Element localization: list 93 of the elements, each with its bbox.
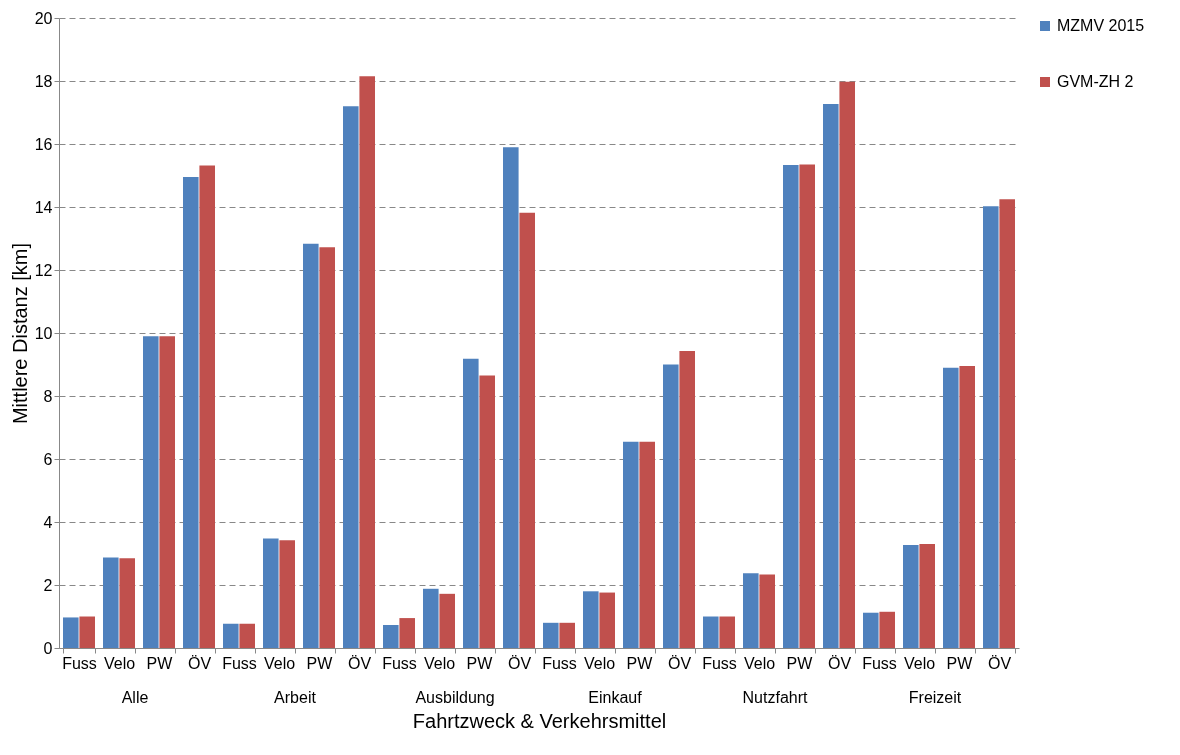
x-tick-label: PW (146, 654, 174, 672)
bar (79, 616, 95, 648)
x-tick-label: ÖV (187, 654, 212, 672)
x-tick-label: ÖV (987, 654, 1012, 672)
bar (679, 350, 695, 648)
x-tick-label: Fuss (702, 654, 737, 672)
x-tick-label: Velo (263, 654, 296, 672)
bar (479, 375, 495, 648)
text: Freizeit (908, 689, 962, 706)
bar (199, 165, 215, 648)
bar (839, 81, 855, 648)
x-tick-label: Velo (743, 654, 776, 672)
bar (463, 358, 479, 648)
bar (943, 367, 959, 648)
bar (343, 106, 359, 648)
bar (863, 612, 879, 648)
bar (799, 164, 815, 648)
y-tick-label: 14 (34, 198, 53, 216)
bar (719, 616, 735, 648)
bar (983, 206, 999, 648)
bar (623, 441, 639, 648)
y-tick-label: 20 (34, 9, 53, 27)
bar (399, 618, 415, 648)
bar (319, 247, 335, 648)
y-tick-label: 10 (34, 324, 53, 342)
x-tick-label: PW (466, 654, 494, 672)
bar (879, 611, 895, 648)
bar (263, 538, 279, 648)
x-tick-label: ÖV (827, 654, 852, 672)
y-tick-label: 6 (43, 450, 53, 468)
x-tick-label: Velo (423, 654, 456, 672)
bar (423, 588, 439, 648)
bar (119, 558, 135, 648)
text: Ausbildung (415, 689, 495, 706)
legend-label: GVM-ZH 2 (1057, 73, 1134, 90)
x-tick-label: Fuss (222, 654, 257, 672)
text: Arbeit (274, 689, 317, 706)
x-tick-label: Fuss (542, 654, 577, 672)
bar (103, 557, 119, 648)
bar (383, 625, 399, 648)
bar (999, 199, 1015, 648)
y-axis-title: Mittlere Distanz [km] (8, 242, 31, 425)
y-tick-label: 12 (34, 261, 53, 279)
bar (743, 573, 759, 648)
bar (599, 592, 615, 648)
x-tick-label: PW (306, 654, 334, 672)
y-tick-label: 4 (43, 513, 53, 531)
y-tick-label: 18 (34, 72, 53, 90)
bar (439, 593, 455, 648)
x-tick-label: Fuss (62, 654, 97, 672)
x-tick-label: ÖV (667, 654, 692, 672)
x-tick-label: PW (626, 654, 654, 672)
bar (183, 177, 199, 648)
x-tick-label: Velo (583, 654, 616, 672)
bar (703, 616, 719, 648)
bar (959, 366, 975, 648)
bar (279, 540, 295, 648)
bar (63, 617, 79, 648)
text: Alle (121, 689, 149, 706)
y-tick-label: 0 (43, 639, 53, 657)
bar (303, 243, 319, 648)
bar (143, 336, 159, 648)
bar (903, 545, 919, 648)
y-tick-label: 8 (43, 387, 53, 405)
bar (159, 336, 175, 648)
bar (519, 212, 535, 648)
bar (759, 574, 775, 648)
x-tick-label: PW (786, 654, 814, 672)
y-tick-label: 2 (43, 576, 53, 594)
x-tick-label: Velo (903, 654, 936, 672)
bar (639, 441, 655, 648)
legend-label: MZMV 2015 (1057, 17, 1145, 34)
x-tick-label: ÖV (347, 654, 372, 672)
bar (583, 591, 599, 648)
x-tick-label: Velo (103, 654, 136, 672)
text: Nutzfahrt (742, 689, 809, 706)
bar (559, 622, 575, 648)
y-tick-label: 16 (34, 135, 53, 153)
bar (543, 622, 559, 648)
bar (503, 147, 519, 648)
bar (783, 165, 799, 648)
x-axis-title: Fahrtzweck & Verkehrsmittel (412, 709, 667, 732)
bar (919, 544, 935, 648)
x-tick-label: ÖV (507, 654, 532, 672)
bar (359, 76, 375, 648)
bar (823, 104, 839, 648)
x-tick-label: PW (946, 654, 974, 672)
text: Einkauf (588, 689, 643, 706)
x-tick-label: Fuss (862, 654, 897, 672)
bar (663, 364, 679, 648)
bar (239, 623, 255, 648)
bar (223, 623, 239, 648)
x-tick-label: Fuss (382, 654, 417, 672)
